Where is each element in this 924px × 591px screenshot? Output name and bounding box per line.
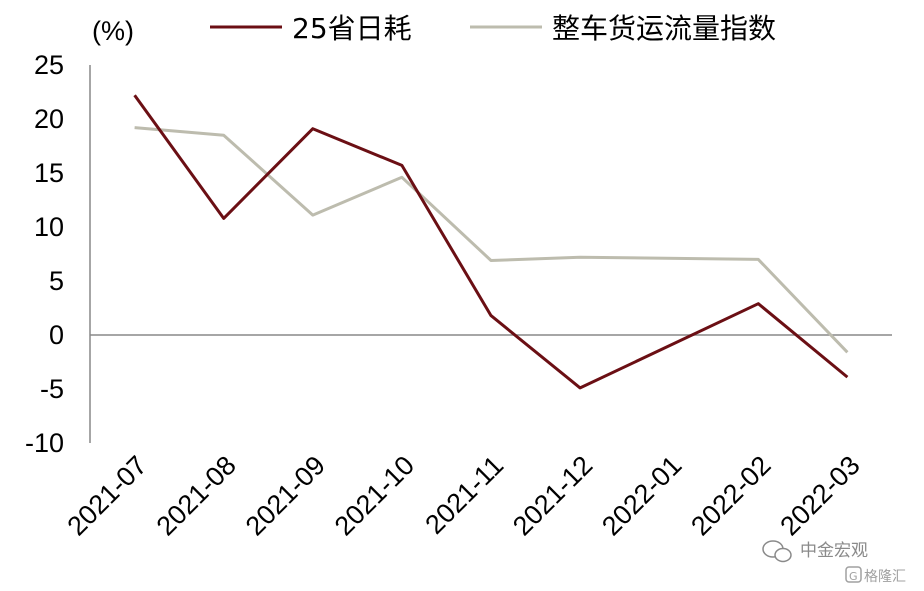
watermark-text-primary: 中金宏观 — [800, 541, 868, 561]
y-tick-label: 25 — [34, 50, 64, 80]
series-line-2 — [134, 126, 849, 354]
series-line-1 — [133, 94, 849, 390]
legend-label-series-2: 整车货运流量指数 — [552, 12, 776, 45]
series-layer — [133, 94, 849, 390]
y-tick-label: -10 — [25, 428, 64, 458]
x-tick-label: 2022-02 — [685, 450, 776, 541]
watermark: 中金宏观 G 格隆汇 — [762, 540, 906, 585]
svg-text:G: G — [849, 570, 858, 583]
y-tick-label: 5 — [49, 266, 64, 296]
x-tick-label: 2021-09 — [240, 450, 331, 541]
y-tick-label: 10 — [34, 212, 64, 242]
y-tick-label: 0 — [49, 320, 64, 350]
y-tick-label: 15 — [34, 158, 64, 188]
x-tick-label: 2022-03 — [774, 450, 865, 541]
legend-label-series-1: 25省日耗 — [292, 12, 412, 45]
x-tick-label: 2021-12 — [507, 450, 598, 541]
y-axis-ticks: 25 20 15 10 5 0 -5 -10 — [25, 50, 64, 458]
x-tick-label: 2021-08 — [151, 450, 242, 541]
y-tick-label: -5 — [40, 374, 64, 404]
x-tick-label: 2021-10 — [329, 450, 420, 541]
watermark-text-secondary: 格隆汇 — [864, 569, 906, 585]
gelonghui-logo-icon: G — [845, 566, 862, 583]
x-tick-label: 2021-07 — [62, 450, 153, 541]
x-tick-label: 2021-11 — [419, 450, 509, 540]
wechat-icon — [762, 540, 792, 563]
legend: 25省日耗 整车货运流量指数 — [210, 12, 776, 45]
y-tick-label: 20 — [34, 104, 64, 134]
y-axis-unit-label: (%) — [92, 16, 134, 46]
x-tick-label: 2022-01 — [596, 450, 687, 541]
